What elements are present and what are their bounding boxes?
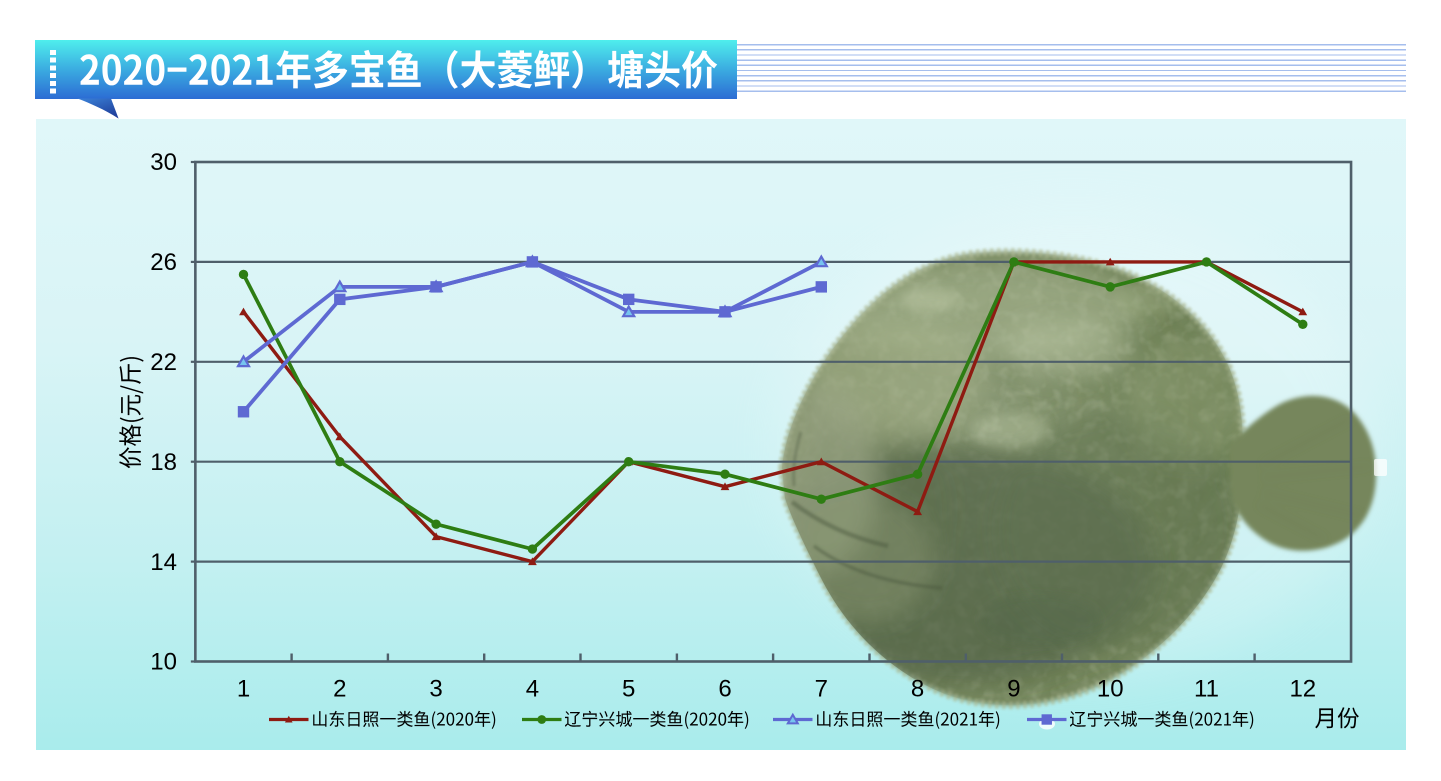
svg-text:6: 6 xyxy=(718,676,731,703)
svg-text:1: 1 xyxy=(237,676,250,703)
svg-text:22: 22 xyxy=(150,349,177,376)
svg-text:26: 26 xyxy=(150,249,177,276)
svg-text:11: 11 xyxy=(1194,676,1219,703)
svg-text:10: 10 xyxy=(1097,676,1124,703)
svg-text:14: 14 xyxy=(150,549,177,576)
svg-text:18: 18 xyxy=(150,449,177,476)
svg-text:3: 3 xyxy=(429,676,442,703)
svg-text:12: 12 xyxy=(1289,676,1316,703)
svg-text:10: 10 xyxy=(150,649,177,676)
svg-text:7: 7 xyxy=(815,676,828,703)
svg-text:5: 5 xyxy=(622,676,635,703)
svg-text:8: 8 xyxy=(911,676,924,703)
svg-text:30: 30 xyxy=(150,149,177,176)
svg-text:9: 9 xyxy=(1007,676,1020,703)
svg-text:4: 4 xyxy=(526,676,539,703)
svg-text:2: 2 xyxy=(333,676,346,703)
